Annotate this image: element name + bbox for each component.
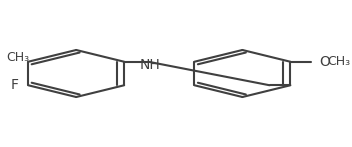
Text: O: O	[320, 55, 331, 69]
Text: CH₃: CH₃	[6, 51, 29, 64]
Text: F: F	[10, 78, 18, 92]
Text: NH: NH	[140, 58, 161, 72]
Text: CH₃: CH₃	[327, 55, 351, 68]
